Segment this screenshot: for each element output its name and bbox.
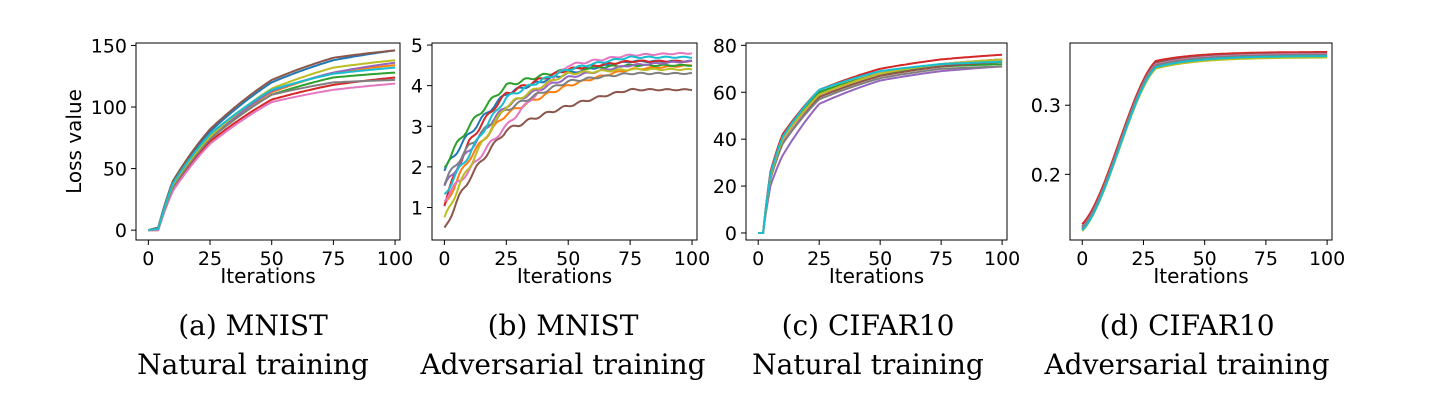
series-line-3 (758, 63, 1003, 234)
chart-panel-2: 0 25 50 75 100 1 2 3 4 5 Iterations (b) MNIST Advers… (411, 35, 710, 381)
x-tick-label: 100 (674, 248, 710, 270)
y-axis-label: Loss value (62, 89, 86, 194)
y-tick-label: 150 (91, 35, 127, 57)
panel-caption-title: (d) CIFAR10 (1099, 309, 1274, 342)
x-tick-label: 100 (984, 248, 1020, 270)
series-line-7 (758, 58, 1003, 234)
series-group (1081, 51, 1328, 232)
plot-frame (431, 42, 698, 241)
series-line-7 (148, 82, 396, 232)
y-tick-label: 40 (713, 129, 737, 151)
x-tick-label: 75 (321, 248, 345, 270)
series-group (148, 49, 396, 232)
chart-panel-3: 0 25 50 75 100 0 20 40 60 80 Iterations (c) CIFAR10… (713, 35, 1020, 381)
plot-frame (745, 42, 1008, 241)
panel-caption-subtitle: Natural training (137, 348, 369, 381)
series-line-10 (148, 66, 396, 232)
x-tick-label: 50 (1193, 248, 1217, 270)
series-line-6 (148, 49, 396, 232)
plot-frame (1069, 42, 1333, 241)
x-tick-label: 0 (438, 248, 450, 270)
y-tick-label: 80 (713, 35, 737, 57)
series-line-5 (758, 65, 1003, 234)
y-tick-label: 20 (713, 176, 737, 198)
series-line-7 (443, 51, 693, 203)
x-tick-label: 100 (377, 248, 413, 270)
panel-caption-subtitle: Adversarial training (419, 348, 705, 381)
series-line-8 (148, 78, 396, 232)
series-group (443, 51, 693, 229)
y-tick-label: 0 (115, 220, 127, 242)
series-line-1 (758, 58, 1003, 234)
x-tick-label: 50 (868, 248, 892, 270)
panel-caption-title: (a) MNIST (178, 309, 328, 342)
x-tick-label: 50 (260, 248, 284, 270)
series-line-10 (1081, 55, 1328, 231)
y-tick-label: 60 (713, 82, 737, 104)
panel-caption-title: (c) CIFAR10 (782, 309, 955, 342)
plot-frame (135, 42, 401, 241)
series-line-4 (148, 76, 396, 232)
x-axis-label: Iterations (517, 264, 612, 288)
y-tick-label: 4 (411, 76, 423, 98)
chart-panel-4: 0 25 50 75 100 0.2 0.3 Iterations (d) CIFAR10 Adv… (1031, 42, 1345, 381)
series-line-9 (758, 58, 1003, 234)
series-group (758, 53, 1003, 234)
x-tick-label: 75 (1254, 248, 1278, 270)
panel-caption-subtitle: Adversarial training (1043, 348, 1329, 381)
y-tick-label: 0.2 (1031, 164, 1061, 186)
x-tick-label: 25 (1131, 248, 1155, 270)
series-line-1 (1081, 51, 1328, 227)
panel-caption-title: (b) MNIST (488, 309, 639, 342)
series-line-9 (148, 59, 396, 232)
y-tick-label: 50 (103, 159, 127, 181)
x-tick-label: 75 (618, 248, 642, 270)
x-tick-label: 50 (556, 248, 580, 270)
y-tick-label: 3 (411, 116, 423, 138)
series-line-10 (443, 55, 693, 195)
series-line-1 (148, 49, 396, 232)
series-line-6 (758, 60, 1003, 234)
x-tick-label: 75 (929, 248, 953, 270)
x-tick-label: 25 (198, 248, 222, 270)
series-line-2 (758, 60, 1003, 234)
panel-caption-subtitle: Natural training (752, 348, 984, 381)
y-tick-label: 0 (725, 223, 737, 245)
y-tick-label: 2 (411, 157, 423, 179)
x-axis-label: Iterations (1153, 264, 1248, 288)
x-tick-label: 25 (494, 248, 518, 270)
y-tick-label: 0.3 (1031, 95, 1061, 117)
x-axis-label: Iterations (829, 264, 924, 288)
series-line-4 (1081, 51, 1328, 225)
series-line-8 (758, 65, 1003, 234)
x-tick-label: 0 (1076, 248, 1088, 270)
series-line-10 (758, 60, 1003, 234)
y-tick-label: 1 (411, 198, 423, 220)
series-line-6 (443, 87, 693, 229)
series-line-9 (443, 67, 693, 218)
x-tick-label: 100 (1309, 248, 1345, 270)
x-axis-label: Iterations (220, 264, 315, 288)
series-line-3 (148, 71, 396, 232)
y-tick-label: 100 (91, 97, 127, 119)
x-tick-label: 0 (142, 248, 154, 270)
x-tick-label: 25 (807, 248, 831, 270)
chart-panel-1: 0 25 50 75 100 0 50 100 150 Iterations Loss value (… (62, 35, 413, 381)
x-tick-label: 0 (752, 248, 764, 270)
y-tick-label: 5 (411, 35, 423, 57)
